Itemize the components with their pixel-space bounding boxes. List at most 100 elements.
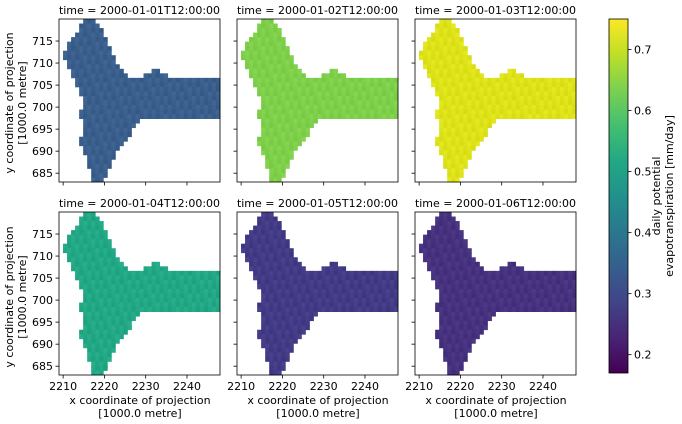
heatmap-cell <box>431 68 436 74</box>
heatmap-cell <box>269 50 274 56</box>
heatmap-cell <box>353 95 359 101</box>
heatmap-cell <box>451 216 456 222</box>
heatmap-cell <box>87 154 92 160</box>
heatmap-cell <box>115 311 120 317</box>
heatmap-cell <box>83 288 88 294</box>
heatmap-cell <box>95 261 100 267</box>
heatmap-cell <box>269 168 274 174</box>
heatmap-cell <box>87 64 92 70</box>
heatmap-cell <box>321 114 326 120</box>
heatmap-cell <box>281 127 286 133</box>
heatmap-cell <box>563 302 569 308</box>
heatmap-cell <box>215 275 221 281</box>
heatmap-cell <box>333 68 339 74</box>
heatmap-cell <box>365 302 371 308</box>
heatmap-cell <box>435 248 440 254</box>
heatmap-cell <box>377 279 383 285</box>
heatmap-cell <box>281 46 286 52</box>
heatmap-cell <box>91 163 96 169</box>
heatmap-cell <box>447 248 452 254</box>
heatmap-cell <box>119 293 124 299</box>
heatmap-cell <box>123 288 128 294</box>
heatmap-cell <box>459 320 464 326</box>
heatmap-cell <box>531 105 537 110</box>
heatmap-cell <box>419 55 424 61</box>
heatmap-cell <box>467 82 472 88</box>
heatmap-cell <box>273 293 278 299</box>
heatmap-cell <box>527 77 533 83</box>
heatmap-cell <box>479 307 484 313</box>
heatmap-cell <box>119 288 124 294</box>
heatmap-cell <box>277 163 282 169</box>
heatmap-cell <box>451 298 456 303</box>
heatmap-cell <box>265 109 270 115</box>
heatmap-cell <box>95 266 100 272</box>
heatmap-cell <box>459 252 464 258</box>
heatmap-cell <box>273 270 278 276</box>
heatmap-cell <box>83 19 88 24</box>
heatmap-cell <box>447 252 452 258</box>
heatmap-cell <box>135 91 140 97</box>
heatmap-cell <box>451 325 456 331</box>
heatmap-cell <box>373 105 379 110</box>
heatmap-cell <box>99 55 104 61</box>
heatmap-cell <box>459 361 464 367</box>
heatmap-cell <box>455 172 460 178</box>
heatmap-cell <box>571 95 577 101</box>
heatmap-cell <box>435 266 440 272</box>
heatmap-cell <box>439 221 444 226</box>
heatmap-cell <box>451 136 456 142</box>
heatmap-cell <box>87 73 92 79</box>
heatmap-cell <box>555 82 561 88</box>
heatmap-cell <box>87 86 92 92</box>
heatmap-cell <box>103 82 108 88</box>
heatmap-cell <box>535 100 541 106</box>
heatmap-cell <box>305 307 310 313</box>
heatmap-cell <box>289 284 294 290</box>
heatmap-cell <box>253 261 258 267</box>
heatmap-cell <box>151 105 156 110</box>
heatmap-cell <box>277 145 282 151</box>
heatmap-cell <box>455 114 460 120</box>
heatmap-cell <box>191 91 197 97</box>
heatmap-cell <box>463 77 468 83</box>
heatmap-cell <box>475 114 480 120</box>
heatmap-cell <box>435 136 440 142</box>
heatmap-cell <box>369 114 375 120</box>
heatmap-cell <box>265 100 270 106</box>
heatmap-cell <box>183 279 189 285</box>
ylabel-top-line1: y coordinate of projection <box>3 32 16 173</box>
heatmap-cell <box>487 114 492 120</box>
heatmap-cell <box>281 64 286 70</box>
heatmap-cell <box>199 284 205 290</box>
heatmap-cell <box>451 261 456 267</box>
heatmap-cell <box>155 302 161 308</box>
heatmap-cell <box>495 288 500 294</box>
heatmap-cell <box>515 86 521 92</box>
heatmap-cell <box>127 91 132 97</box>
heatmap-cell <box>131 105 136 110</box>
heatmap-cell <box>199 91 205 97</box>
heatmap-cell <box>253 252 258 258</box>
heatmap-cell <box>249 252 254 258</box>
heatmap-cell <box>277 320 282 326</box>
xlabel-2-line2: [1000.0 metre] <box>276 407 359 420</box>
heatmap-cell <box>265 123 270 129</box>
heatmap-cell <box>435 225 440 231</box>
heatmap-cell <box>103 114 108 120</box>
heatmap-cell <box>297 298 302 303</box>
heatmap-cell <box>253 270 258 276</box>
heatmap-cell <box>75 270 80 276</box>
heatmap-cell <box>91 23 96 29</box>
heatmap-cell <box>527 114 533 120</box>
heatmap-cell <box>91 343 96 349</box>
heatmap-cell <box>95 257 100 263</box>
heatmap-cell <box>451 141 456 147</box>
heatmap-cell <box>115 325 120 331</box>
heatmap-cell <box>285 347 290 353</box>
heatmap-cell <box>67 239 72 245</box>
heatmap-cell <box>491 284 496 290</box>
heatmap-cell <box>265 261 270 267</box>
heatmap-cell <box>459 302 464 308</box>
heatmap-cell <box>357 279 363 285</box>
